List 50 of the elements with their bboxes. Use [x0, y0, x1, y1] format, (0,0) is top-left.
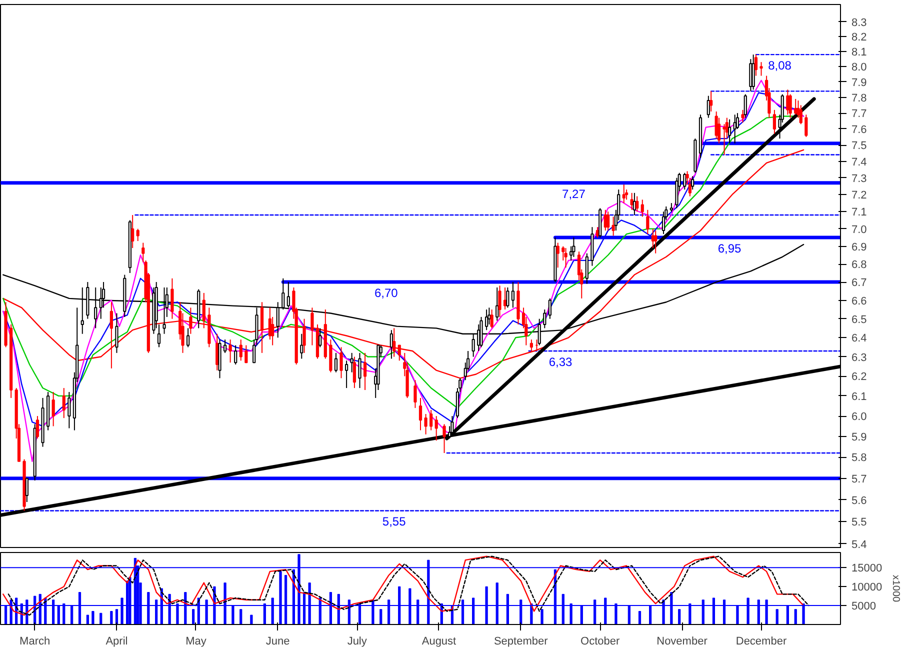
x-tick-label: October — [580, 636, 620, 648]
y-tick-label: 7.3 — [852, 172, 867, 185]
x-tick-label: March — [20, 636, 50, 648]
annotation: 6,95 — [718, 242, 742, 256]
annotation: 6,70 — [374, 286, 398, 300]
y-axis-title: x1000 — [890, 574, 902, 603]
y-tick-label: 6.1 — [852, 390, 867, 403]
y-tick-label: 6.5 — [852, 314, 867, 326]
y-tick-label: 6.3 — [852, 352, 867, 364]
y-tick-label: 6.0 — [852, 411, 867, 424]
y-tick-label: 7.1 — [852, 206, 867, 219]
y-tick-label: 7.9 — [852, 76, 867, 89]
y-tick-label: 7.4 — [852, 156, 867, 168]
annotation: 7,27 — [562, 186, 586, 201]
y-tick-label: 8.2 — [852, 32, 867, 44]
y-tick-label: 5000 — [852, 600, 876, 613]
x-tick-label: June — [266, 636, 290, 648]
y-tick-label: 5.5 — [852, 516, 867, 529]
y-tick-label: 7.6 — [852, 124, 867, 136]
y-tick-label: 6.2 — [852, 371, 867, 384]
y-tick-label: 6.8 — [852, 259, 867, 272]
x-tick-label: December — [736, 636, 787, 648]
y-tick-label: 8.3 — [852, 16, 867, 29]
y-tick-label: 5.4 — [852, 538, 867, 551]
y-tick-label: 7.5 — [852, 140, 867, 152]
y-tick-label: 5.7 — [852, 473, 867, 486]
y-tick-label: 6.9 — [852, 241, 867, 254]
y-tick-label: 8.0 — [852, 62, 867, 74]
y-tick-label: 15000 — [852, 562, 882, 575]
y-tick-label: 6.4 — [852, 332, 867, 345]
x-tick-label: April — [106, 636, 128, 648]
x-tick-label: August — [422, 636, 456, 648]
y-tick-label: 8.1 — [852, 46, 867, 59]
annotation: 5,55 — [382, 514, 406, 529]
y-tick-label: 6.7 — [852, 277, 867, 290]
y-tick-label: 5.9 — [852, 431, 867, 444]
y-tick-label: 10000 — [852, 582, 882, 594]
y-tick-label: 7.8 — [852, 92, 867, 104]
y-tick-label: 6.6 — [852, 295, 867, 308]
x-tick-label: September — [494, 636, 548, 648]
y-tick-label: 7.0 — [852, 224, 867, 236]
y-tick-label: 5.8 — [852, 452, 867, 464]
y-tick-label: 7.7 — [852, 108, 867, 120]
annotation: 8,08 — [768, 58, 792, 73]
y-tick-label: 7.2 — [852, 190, 867, 202]
y-tick-label: 5.6 — [852, 494, 867, 507]
x-tick-label: July — [347, 636, 368, 648]
x-tick-label: May — [186, 636, 207, 648]
x-tick-label: November — [656, 636, 708, 648]
annotation: 6,33 — [548, 355, 573, 370]
